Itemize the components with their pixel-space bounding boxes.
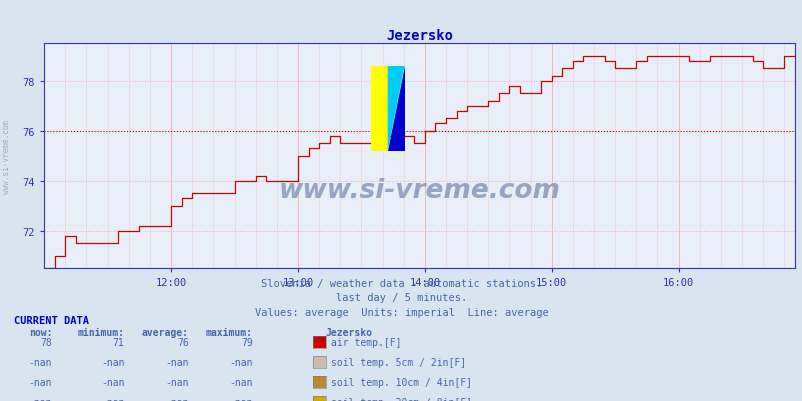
- Text: -nan: -nan: [101, 377, 124, 387]
- Text: maximum:: maximum:: [205, 327, 253, 337]
- Text: now:: now:: [29, 327, 52, 337]
- Text: air temp.[F]: air temp.[F]: [330, 337, 401, 347]
- Polygon shape: [387, 67, 404, 152]
- Text: -nan: -nan: [229, 357, 253, 367]
- Text: minimum:: minimum:: [77, 327, 124, 337]
- Text: Slovenia / weather data - automatic stations.: Slovenia / weather data - automatic stat…: [261, 279, 541, 289]
- Text: 79: 79: [241, 337, 253, 347]
- Text: CURRENT DATA: CURRENT DATA: [14, 315, 89, 325]
- Text: -nan: -nan: [29, 397, 52, 401]
- Polygon shape: [371, 67, 387, 152]
- Text: -nan: -nan: [229, 397, 253, 401]
- Text: Jezersko: Jezersko: [325, 327, 372, 337]
- Text: -nan: -nan: [165, 397, 188, 401]
- Text: soil temp. 5cm / 2in[F]: soil temp. 5cm / 2in[F]: [330, 357, 465, 367]
- Text: www.si-vreme.com: www.si-vreme.com: [278, 177, 560, 203]
- Text: -nan: -nan: [101, 357, 124, 367]
- Text: -nan: -nan: [29, 377, 52, 387]
- Text: -nan: -nan: [165, 377, 188, 387]
- Text: -nan: -nan: [29, 357, 52, 367]
- Text: Values: average  Units: imperial  Line: average: Values: average Units: imperial Line: av…: [254, 307, 548, 317]
- Text: 76: 76: [176, 337, 188, 347]
- Title: Jezersko: Jezersko: [386, 29, 452, 43]
- Text: -nan: -nan: [229, 377, 253, 387]
- Text: soil temp. 10cm / 4in[F]: soil temp. 10cm / 4in[F]: [330, 377, 472, 387]
- Text: -nan: -nan: [165, 357, 188, 367]
- Text: 78: 78: [40, 337, 52, 347]
- Text: www.si-vreme.com: www.si-vreme.com: [2, 119, 11, 193]
- Text: last day / 5 minutes.: last day / 5 minutes.: [335, 293, 467, 303]
- Text: soil temp. 20cm / 8in[F]: soil temp. 20cm / 8in[F]: [330, 397, 472, 401]
- Text: 71: 71: [112, 337, 124, 347]
- Text: average:: average:: [141, 327, 188, 337]
- Text: -nan: -nan: [101, 397, 124, 401]
- Polygon shape: [387, 67, 404, 152]
